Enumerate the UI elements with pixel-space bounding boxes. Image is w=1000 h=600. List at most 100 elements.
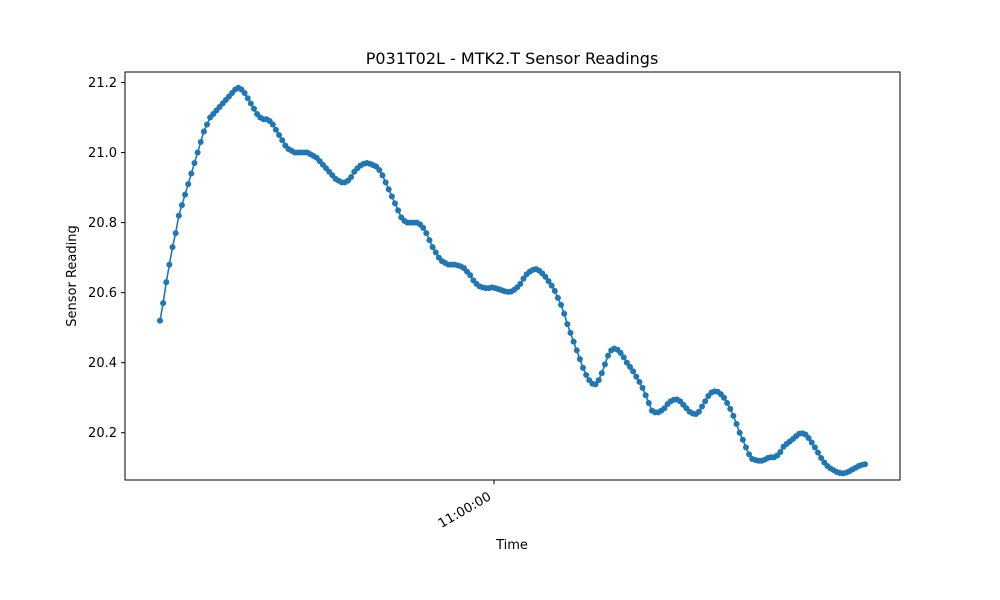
data-point [727, 405, 734, 412]
data-point [595, 377, 602, 384]
data-point [382, 179, 389, 186]
data-point [432, 249, 439, 256]
data-point [598, 370, 605, 377]
data-point [561, 310, 568, 317]
data-point [564, 321, 571, 328]
data-point [601, 361, 608, 368]
data-point [702, 398, 709, 405]
data-point [739, 436, 746, 443]
data-point [276, 132, 283, 139]
data-point [178, 202, 185, 209]
data-point [733, 420, 740, 427]
y-tick-label: 20.8 [88, 216, 117, 231]
data-point [627, 363, 633, 370]
data-point [166, 261, 173, 268]
data-point [376, 167, 383, 174]
data-point [244, 95, 251, 102]
y-tick-label: 20.2 [88, 426, 117, 441]
data-point [172, 230, 179, 237]
plot-area-frame [124, 71, 901, 481]
data-point [348, 174, 355, 181]
data-point [730, 412, 737, 419]
data-point [395, 207, 402, 214]
data-point [542, 273, 549, 280]
data-point [862, 461, 868, 468]
data-point [197, 139, 204, 146]
y-axis-title: Sensor Reading [65, 225, 80, 326]
data-point [182, 191, 189, 198]
data-point [805, 434, 812, 441]
data-point [570, 338, 577, 345]
y-tick-label: 21.0 [88, 146, 117, 161]
data-point [420, 224, 427, 231]
data-point [630, 368, 637, 375]
x-axis-title: Time [495, 538, 528, 553]
data-point [191, 160, 198, 167]
data-point [721, 394, 727, 401]
chart-title: P031T02L - MTK2.T Sensor Readings [366, 49, 659, 68]
data-point [736, 429, 743, 436]
series-line [159, 86, 866, 475]
y-tick-label: 20.6 [88, 286, 117, 301]
data-point [520, 275, 527, 282]
data-point [592, 381, 599, 388]
data-point [269, 121, 276, 128]
data-point [385, 186, 392, 193]
data-point [724, 399, 731, 406]
x-tick-label: 11:00:00 [436, 489, 494, 531]
data-point [746, 451, 753, 458]
data-point [185, 181, 192, 188]
data-point [818, 454, 825, 461]
data-point [617, 349, 624, 356]
data-point [163, 279, 170, 286]
data-point [423, 230, 430, 237]
data-point [160, 300, 167, 307]
x-axis: 11:00:00 [436, 480, 495, 532]
data-point [194, 149, 201, 156]
data-point [695, 408, 702, 415]
data-point [392, 200, 398, 207]
data-point [169, 244, 176, 251]
data-point [576, 356, 583, 363]
data-point [247, 100, 254, 107]
data-point [583, 371, 590, 378]
data-point [661, 405, 668, 412]
data-point [200, 128, 207, 135]
data-point [241, 90, 248, 97]
data-point [642, 392, 649, 399]
data-point [808, 439, 815, 446]
data-point [251, 105, 257, 112]
data-point [699, 403, 706, 410]
data-point [811, 444, 818, 451]
data-point [548, 282, 555, 289]
data-point [742, 444, 749, 451]
y-tick-label: 21.2 [88, 76, 117, 91]
data-point [545, 278, 552, 285]
data-point [188, 170, 195, 177]
data-point [573, 347, 580, 354]
series-layer [157, 84, 868, 477]
data-point [379, 172, 386, 179]
data-point [636, 378, 643, 385]
data-point [639, 384, 646, 391]
data-point [605, 352, 612, 359]
data-point [467, 272, 474, 279]
data-point [620, 354, 627, 361]
y-tick-label: 20.4 [88, 356, 117, 371]
data-point [645, 399, 652, 406]
data-point [623, 359, 630, 366]
data-point [272, 126, 279, 133]
data-point [777, 448, 784, 455]
data-point [815, 449, 821, 456]
data-point [554, 294, 561, 301]
data-point [567, 329, 574, 336]
data-point [580, 364, 586, 371]
data-point [558, 301, 565, 308]
data-point [517, 280, 524, 287]
data-point [388, 193, 395, 200]
data-point [204, 121, 210, 128]
data-point [426, 237, 433, 244]
y-axis: 20.2 20.4 20.6 20.8 21.0 21.2 [88, 76, 125, 441]
data-point [279, 137, 286, 144]
